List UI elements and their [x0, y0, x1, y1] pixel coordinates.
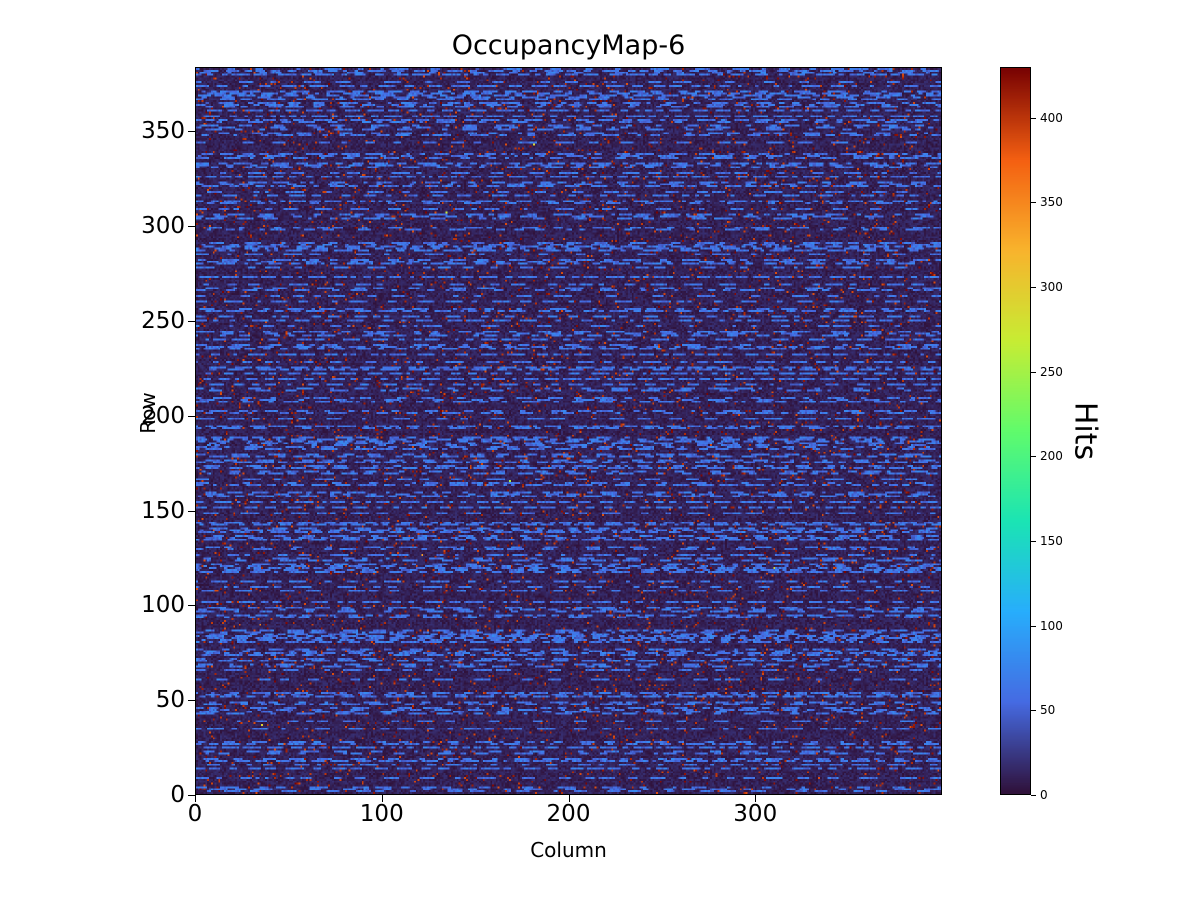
y-tick-mark: [188, 131, 195, 133]
x-tick-mark: [568, 795, 570, 802]
y-tick-label: 150: [141, 497, 185, 524]
colorbar-tick-label: 150: [1040, 534, 1063, 549]
colorbar-tick-mark: [1031, 710, 1036, 712]
y-tick-label: 250: [141, 308, 185, 335]
y-tick-mark: [188, 226, 195, 228]
colorbar-tick-label: 0: [1040, 788, 1048, 802]
x-tick-mark: [195, 795, 196, 802]
x-axis-label: Column: [530, 838, 607, 862]
y-tick-label: 0: [170, 782, 185, 808]
colorbar-tick-label: 50: [1040, 703, 1056, 718]
colorbar-label: Hits: [1067, 401, 1103, 461]
x-tick-mark: [755, 795, 757, 802]
colorbar-tick-label: 350: [1040, 195, 1063, 210]
x-tick-label: 200: [546, 801, 591, 827]
y-tick-mark: [188, 510, 195, 512]
y-tick-mark: [188, 605, 195, 607]
y-tick-mark: [188, 700, 195, 702]
y-tick-label: 350: [141, 118, 185, 145]
colorbar-tick-mark: [1031, 541, 1036, 543]
colorbar-tick-mark: [1031, 371, 1036, 373]
colorbar-tick-mark: [1031, 456, 1036, 458]
colorbar-tick-label: 100: [1040, 618, 1063, 633]
colorbar-tick-label: 400: [1040, 110, 1063, 125]
colorbar-tick-mark: [1031, 795, 1036, 796]
heatmap-plot: [195, 67, 942, 795]
y-tick-label: 100: [141, 592, 185, 619]
y-tick-label: 200: [141, 402, 185, 429]
y-tick-mark: [188, 415, 195, 417]
y-axis-label: Row: [136, 392, 160, 434]
colorbar-tick-mark: [1031, 287, 1036, 289]
y-tick-mark: [188, 795, 195, 796]
colorbar-tick-label: 200: [1040, 449, 1063, 464]
colorbar-tick-mark: [1031, 625, 1036, 627]
chart-title: OccupancyMap-6: [451, 30, 686, 61]
y-tick-label: 300: [141, 213, 185, 240]
colorbar-canvas: [1001, 68, 1030, 794]
x-tick-mark: [381, 795, 383, 802]
colorbar: [1000, 67, 1031, 795]
colorbar-tick-label: 300: [1040, 280, 1063, 295]
x-tick-label: 300: [733, 801, 778, 827]
colorbar-tick-mark: [1031, 202, 1036, 204]
colorbar-tick-label: 250: [1040, 364, 1063, 379]
x-tick-label: 0: [187, 801, 203, 827]
y-tick-label: 50: [155, 687, 185, 714]
heatmap-canvas: [196, 68, 941, 794]
x-tick-label: 100: [359, 801, 404, 827]
colorbar-tick-mark: [1031, 117, 1036, 119]
y-tick-mark: [188, 321, 195, 323]
